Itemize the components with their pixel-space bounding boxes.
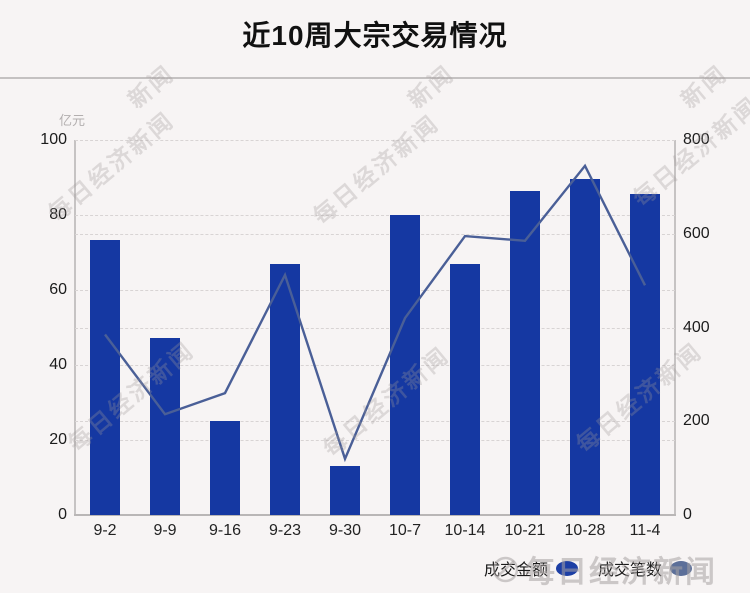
x-axis-tick-label: 9-30 xyxy=(328,522,362,539)
bar-9-30 xyxy=(330,465,360,515)
bar-10-21 xyxy=(510,191,540,515)
legend-marker-amount xyxy=(556,560,579,576)
x-axis-tick-label: 10-21 xyxy=(504,522,546,539)
diagonal-watermark: 新闻 xyxy=(123,59,180,114)
left-axis-tick-label: 0 xyxy=(58,506,67,523)
right-axis-tick-label: 200 xyxy=(683,412,710,430)
legend-label-count: 成交笔数 xyxy=(598,562,663,579)
bar-9-23 xyxy=(270,263,300,515)
x-axis-tick-label: 9-2 xyxy=(93,522,117,539)
right-axis-tick-label: 600 xyxy=(683,224,710,242)
legend-marker-count xyxy=(670,560,693,576)
x-axis-tick-label: 11-4 xyxy=(629,522,661,539)
x-axis-tick-label: 9-16 xyxy=(208,522,242,539)
right-axis-tick-label: 800 xyxy=(683,131,710,148)
legend: 成交金额 成交笔数 xyxy=(484,556,693,580)
legend-item-count: 成交笔数 xyxy=(598,556,693,580)
diagonal-watermark: 每日经济新闻 xyxy=(318,341,455,462)
x-axis-tick-label: 9-23 xyxy=(268,522,302,539)
x-axis-line xyxy=(74,514,676,516)
left-axis-unit-label: 亿元 xyxy=(59,113,86,128)
bar-10-14 xyxy=(450,263,480,515)
left-axis-tick-label: 80 xyxy=(49,206,67,223)
gridline xyxy=(75,140,675,141)
left-axis-line xyxy=(74,140,76,516)
bar-9-2 xyxy=(90,239,120,515)
x-axis-tick-label: 10-7 xyxy=(388,522,422,539)
bar-10-28 xyxy=(570,179,600,515)
diagonal-watermark: 新闻 xyxy=(403,59,460,114)
legend-item-amount: 成交金额 xyxy=(484,556,579,580)
left-axis-tick-label: 20 xyxy=(49,431,67,448)
x-axis-tick-label: 10-28 xyxy=(564,522,606,539)
bar-9-9 xyxy=(150,338,180,515)
bar-10-7 xyxy=(390,215,420,515)
x-axis-tick-label: 9-9 xyxy=(153,522,177,539)
right-axis-tick-label: 400 xyxy=(683,318,710,336)
right-axis-tick-label: 0 xyxy=(683,506,692,523)
title-divider xyxy=(0,77,750,79)
bar-9-16 xyxy=(210,420,240,515)
legend-label-amount: 成交金额 xyxy=(484,562,549,579)
left-axis-tick-label: 100 xyxy=(40,131,67,148)
diagonal-watermark: 新闻 xyxy=(676,59,733,114)
diagonal-watermark: 每日经济新闻 xyxy=(308,109,445,230)
left-axis-tick-label: 40 xyxy=(49,356,67,373)
left-axis-tick-label: 60 xyxy=(49,281,67,298)
chart-title: 近10周大宗交易情况 xyxy=(242,20,508,51)
bar-11-4 xyxy=(630,194,660,515)
x-axis-tick-label: 10-14 xyxy=(444,522,486,539)
